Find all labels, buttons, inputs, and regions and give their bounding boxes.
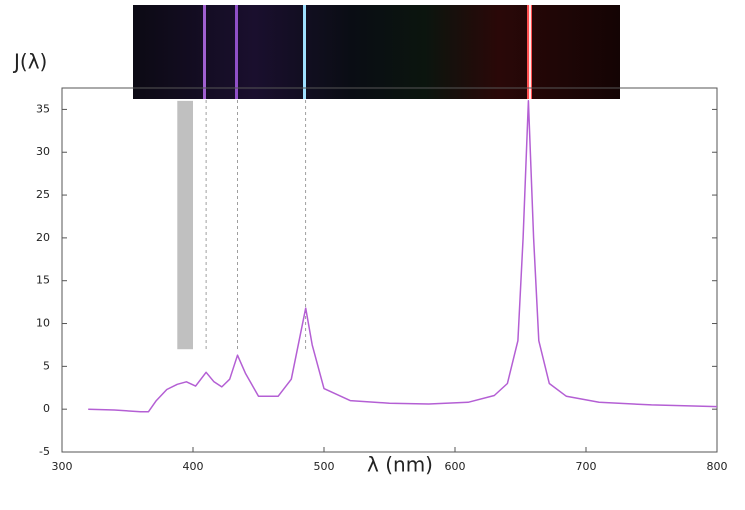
y-tick-label: 25 [36, 188, 50, 201]
x-tick-label: 500 [314, 460, 335, 473]
x-tick-label: 600 [445, 460, 466, 473]
spectrum-image [133, 5, 620, 99]
x-axis-label: λ (nm) [367, 453, 433, 477]
x-tick-label: 300 [52, 460, 73, 473]
x-tick-label: 700 [576, 460, 597, 473]
y-axis-label: J(λ) [12, 50, 47, 74]
y-tick-label: 10 [36, 317, 50, 330]
y-tick-label: 0 [43, 402, 50, 415]
data-line [88, 100, 718, 413]
y-tick-label: 15 [36, 274, 50, 287]
y-tick-label: 30 [36, 145, 50, 158]
y-tick-label: 20 [36, 231, 50, 244]
x-tick-label: 400 [183, 460, 204, 473]
y-tick-label: 35 [36, 102, 50, 115]
shaded-region [177, 100, 193, 350]
plot-frame [61, 87, 718, 453]
y-tick-label: 5 [43, 359, 50, 372]
y-tick-label: -5 [39, 445, 50, 458]
x-tick-label: 800 [707, 460, 728, 473]
